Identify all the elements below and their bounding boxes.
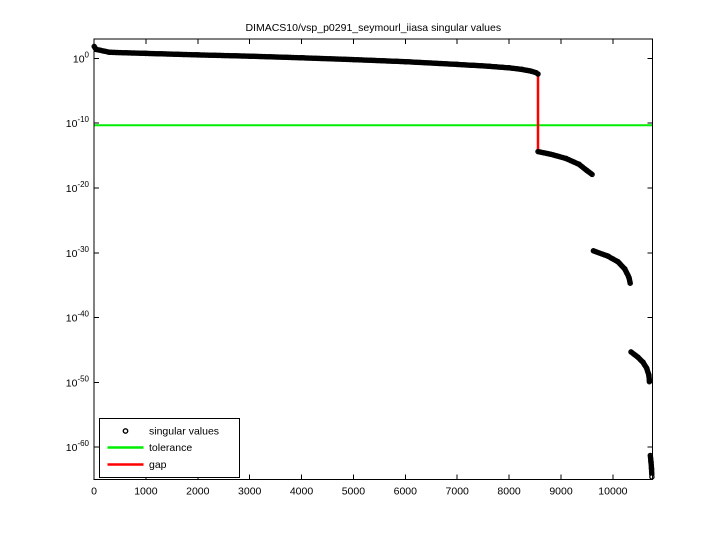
x-tick-label: 10000 <box>598 486 627 498</box>
singular-value-marker <box>627 280 633 286</box>
legend-label-singular-values: singular values <box>149 426 219 438</box>
x-tick-label: 6000 <box>394 486 418 498</box>
legend-label-gap: gap <box>149 459 167 471</box>
x-tick-label: 2000 <box>186 486 210 498</box>
singular-values-series <box>91 43 655 480</box>
plot-frame <box>93 38 653 480</box>
y-tick-label: 10-50 <box>66 374 90 389</box>
singular-value-marker <box>589 171 595 178</box>
legend: singular values tolerance gap <box>99 418 240 478</box>
chart-title: DIMACS10/vsp_p0291_seymourl_iiasa singul… <box>245 22 501 34</box>
singular-value-marker <box>535 71 541 77</box>
singular-value-marker <box>649 474 655 480</box>
y-tick-label: 10-20 <box>66 180 90 195</box>
x-tick-label: 4000 <box>290 486 314 498</box>
x-tick-label: 8000 <box>497 486 521 498</box>
y-tick-label: 10-10 <box>66 115 90 130</box>
x-tick-label: 5000 <box>342 486 366 498</box>
y-tick-label: 10-60 <box>66 439 90 454</box>
y-tick-label: 100 <box>73 50 90 65</box>
legend-label-tolerance: tolerance <box>149 442 192 454</box>
y-tick-label: 10-30 <box>66 245 90 260</box>
x-tick-label: 7000 <box>446 486 470 498</box>
x-tick-label: 1000 <box>134 486 158 498</box>
legend-box <box>99 418 240 478</box>
x-tick-label: 3000 <box>238 486 262 498</box>
y-tick-label: 10-40 <box>66 310 90 325</box>
x-tick-label: 9000 <box>549 486 573 498</box>
singular-value-marker <box>646 378 653 385</box>
legend-marker-singular-values-icon <box>122 428 129 434</box>
x-tick-label: 0 <box>91 486 97 498</box>
